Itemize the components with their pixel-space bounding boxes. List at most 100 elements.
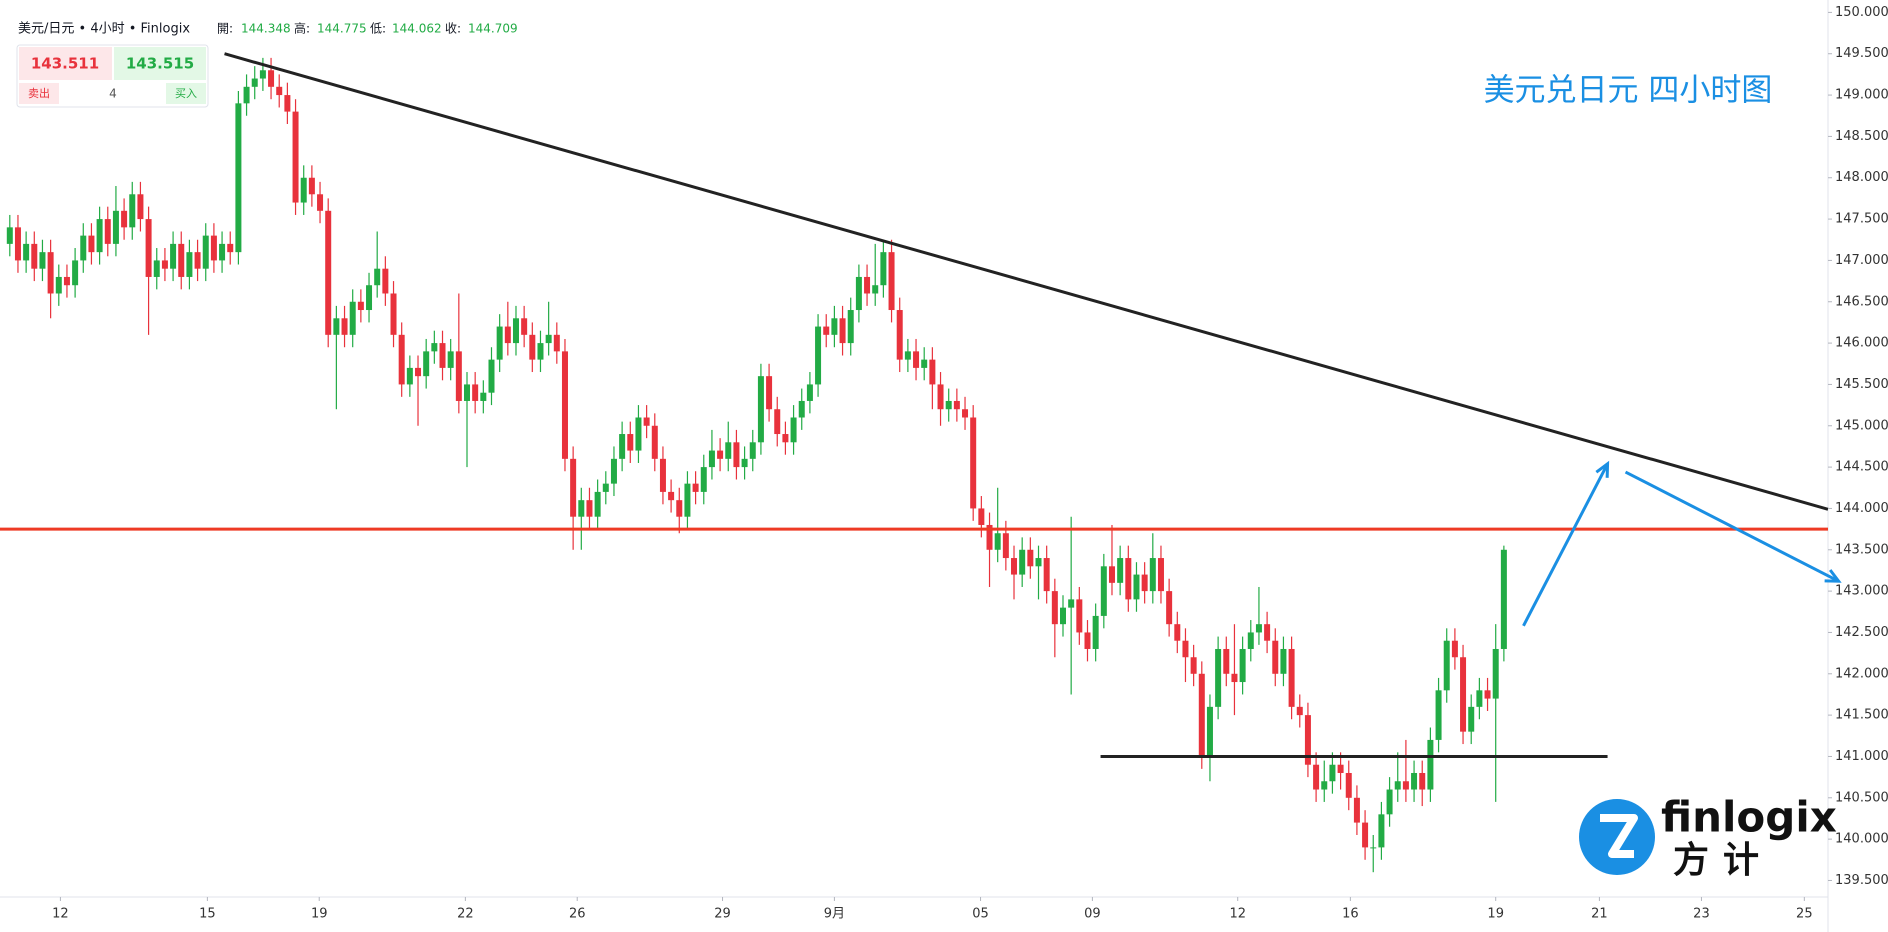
candle-body: [276, 86, 283, 96]
candle-body: [170, 243, 177, 269]
x-tick-label: 12: [1229, 907, 1246, 922]
symbol: 美元/日元 • 4小时 • Finlogix: [18, 22, 190, 37]
candle-body: [953, 400, 960, 410]
x-tick-label: 19: [311, 907, 328, 922]
candle-body: [1476, 690, 1483, 707]
x-tick-label: 23: [1693, 907, 1710, 922]
buy-price: 143.515: [126, 55, 194, 73]
high-value: 144.775: [317, 22, 367, 36]
candle-body: [757, 376, 764, 443]
candle-body: [643, 417, 650, 426]
y-tick-label: 144.500: [1835, 460, 1888, 475]
candle-body: [284, 95, 291, 112]
candle-body: [970, 417, 977, 509]
candle-body: [1051, 591, 1058, 625]
plot: [0, 52, 1842, 873]
candle-body: [1133, 574, 1140, 600]
candle-body: [1500, 549, 1507, 649]
sell-cell[interactable]: [19, 47, 112, 80]
y-tick-label: 144.000: [1835, 501, 1888, 516]
candle-body: [782, 434, 789, 443]
candle-body: [1427, 739, 1434, 790]
candle-body: [1239, 648, 1246, 683]
candle-body: [235, 103, 242, 253]
candle-body: [594, 491, 601, 517]
candle-body: [1027, 549, 1034, 567]
candle-body: [1002, 533, 1009, 559]
logo-circle: [1579, 799, 1655, 875]
y-tick-label: 142.000: [1835, 666, 1888, 681]
arrow-head: [1824, 569, 1842, 583]
candle-body: [194, 252, 201, 269]
candle-body: [872, 285, 879, 294]
candle-body: [855, 276, 862, 311]
candle-body: [1035, 558, 1042, 567]
x-tick-label: 29: [714, 907, 731, 922]
candle-body: [415, 367, 422, 377]
candle-body: [1076, 599, 1083, 633]
candle-body: [464, 384, 471, 401]
sell-button[interactable]: [19, 83, 59, 104]
candle-body: [112, 210, 119, 244]
candle-body: [1451, 640, 1458, 658]
sell-label: 卖出: [28, 86, 50, 100]
candle-body: [317, 194, 324, 211]
y-tick-label: 143.000: [1835, 584, 1888, 599]
candle-body: [23, 243, 30, 261]
y-tick-label: 149.000: [1835, 88, 1888, 103]
high-label: 高:: [294, 21, 310, 36]
candle-body: [186, 252, 193, 277]
candle-body: [945, 400, 952, 410]
candle-body: [815, 326, 822, 385]
candle-body: [227, 243, 234, 253]
candle-body: [602, 483, 609, 492]
candle-body: [1435, 690, 1442, 740]
candle-body: [1068, 599, 1075, 608]
candle-body: [488, 359, 495, 393]
candle-body: [1043, 558, 1050, 592]
y-tick-label: 142.500: [1835, 625, 1888, 640]
candle-body: [741, 458, 748, 468]
y-tick-label: 148.000: [1835, 170, 1888, 185]
candle-body: [161, 260, 168, 269]
x-tick-label: 26: [569, 907, 586, 922]
candle-body: [978, 508, 985, 525]
candle-body: [1059, 607, 1066, 625]
candle-body: [1206, 706, 1213, 757]
candle-body: [47, 252, 54, 294]
arrow-head: [1595, 460, 1610, 478]
candle-body: [251, 78, 258, 87]
candle-body: [529, 334, 536, 360]
candle-body: [823, 326, 830, 335]
candle-body: [586, 500, 593, 517]
x-tick-label: 22: [457, 907, 474, 922]
candle-body: [864, 276, 871, 294]
y-tick-label: 148.500: [1835, 129, 1888, 144]
candle-body: [553, 334, 560, 352]
x-tick-label: 25: [1796, 907, 1813, 922]
candle-body: [472, 384, 479, 401]
logo-word: finlogix: [1661, 793, 1837, 842]
candle-body: [300, 177, 307, 203]
buy-button[interactable]: [166, 83, 206, 104]
buy-cell[interactable]: [114, 47, 206, 80]
candle-body: [1370, 847, 1377, 849]
candle-body: [668, 491, 675, 501]
candle-body: [692, 483, 699, 492]
candle-body: [202, 235, 209, 269]
candle-body: [55, 276, 62, 294]
candle-body: [268, 70, 275, 87]
candle-body: [880, 252, 887, 286]
candle-body: [986, 524, 993, 550]
candle-body: [725, 442, 732, 459]
close-label: 收:: [445, 22, 461, 36]
candle-body: [578, 500, 585, 517]
candle-body: [1394, 781, 1401, 790]
candle-body: [1174, 624, 1181, 641]
candle-body: [14, 227, 21, 261]
candle-body: [39, 252, 46, 269]
candle-body: [431, 343, 438, 352]
candle-body: [1157, 558, 1164, 592]
candle-body: [374, 268, 381, 286]
candle-body: [1468, 706, 1475, 732]
